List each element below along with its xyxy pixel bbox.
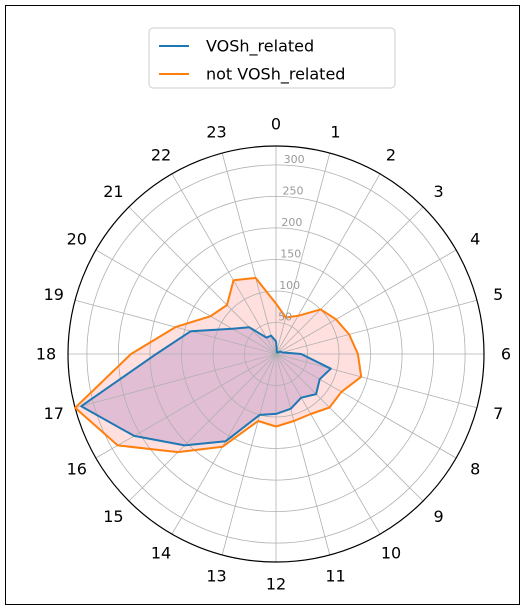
legend-box — [148, 27, 396, 89]
angular-grid-line — [275, 299, 478, 355]
angle-tick-label: 20 — [67, 230, 87, 249]
angle-tick-label: 10 — [381, 544, 401, 563]
angular-grid-line — [275, 206, 424, 355]
angular-grid-line — [221, 353, 277, 556]
angle-tick-label: 8 — [470, 460, 480, 479]
angular-grid-line — [171, 353, 277, 535]
angle-tick-label: 4 — [470, 230, 480, 249]
angle-tick-label: 16 — [67, 460, 87, 479]
angle-tick-label: 19 — [44, 285, 64, 304]
chart-frame: 50 100 150 200 250 300 0 1 2 3 4 5 6 7 8 9 10 11 12 13 14 15… — [5, 5, 520, 605]
angle-tick-label: 11 — [325, 567, 345, 586]
radial-tick-labels: 50 100 150 200 250 300 — [278, 153, 305, 324]
angular-grid-line — [171, 173, 277, 355]
angle-tick-label: 9 — [434, 507, 444, 526]
series-lines — [74, 276, 363, 454]
angular-grid-line — [275, 173, 381, 355]
angle-tick-label: 13 — [206, 567, 226, 586]
legend-label: VOSh_related — [206, 37, 314, 57]
angle-tick-label: 22 — [151, 145, 171, 164]
angle-tick-label: 0 — [271, 115, 281, 134]
angular-grid-line — [275, 353, 331, 556]
angle-tick-label: 21 — [103, 182, 123, 201]
angular-grid-line — [275, 249, 457, 355]
angle-tick-label: 23 — [206, 122, 226, 141]
angular-grid-line — [275, 152, 331, 355]
angle-tick-label: 5 — [493, 285, 503, 304]
series-line — [74, 276, 363, 454]
outer-spine — [67, 145, 485, 563]
radial-tick-label: 300 — [284, 153, 305, 166]
angle-tick-label: 18 — [36, 345, 56, 364]
angular-grid-line — [221, 152, 277, 355]
radial-tick-label: 100 — [279, 279, 300, 292]
series-line — [80, 326, 332, 447]
angular-grid-line — [74, 353, 277, 409]
radial-tick-label: 250 — [283, 185, 304, 198]
legend-label: not VOSh_related — [206, 65, 345, 85]
angular-grid-line — [275, 353, 381, 535]
radial-tick-label: 200 — [281, 216, 302, 229]
angle-tick-label: 14 — [151, 544, 171, 563]
radial-tick-label: 50 — [278, 311, 292, 324]
angular-grid-line — [275, 353, 424, 502]
polar-grid — [67, 145, 485, 563]
angle-tick-label: 7 — [493, 404, 503, 423]
angle-tick-label: 2 — [386, 145, 396, 164]
angular-grid-line — [128, 353, 277, 502]
angle-tick-label: 6 — [501, 345, 511, 364]
angle-tick-label: 12 — [266, 575, 286, 594]
angle-tick-label: 15 — [103, 507, 123, 526]
series-fill — [81, 327, 331, 446]
angle-tick-label: 17 — [44, 404, 64, 423]
angular-grid-line — [95, 353, 277, 459]
angle-tick-label: 1 — [330, 122, 340, 141]
angular-grid-line — [275, 353, 478, 409]
radial-tick-label: 150 — [280, 248, 301, 261]
angular-grid-line — [95, 249, 277, 355]
angle-tick-label: 3 — [434, 182, 444, 201]
angular-grid-line — [275, 353, 457, 459]
